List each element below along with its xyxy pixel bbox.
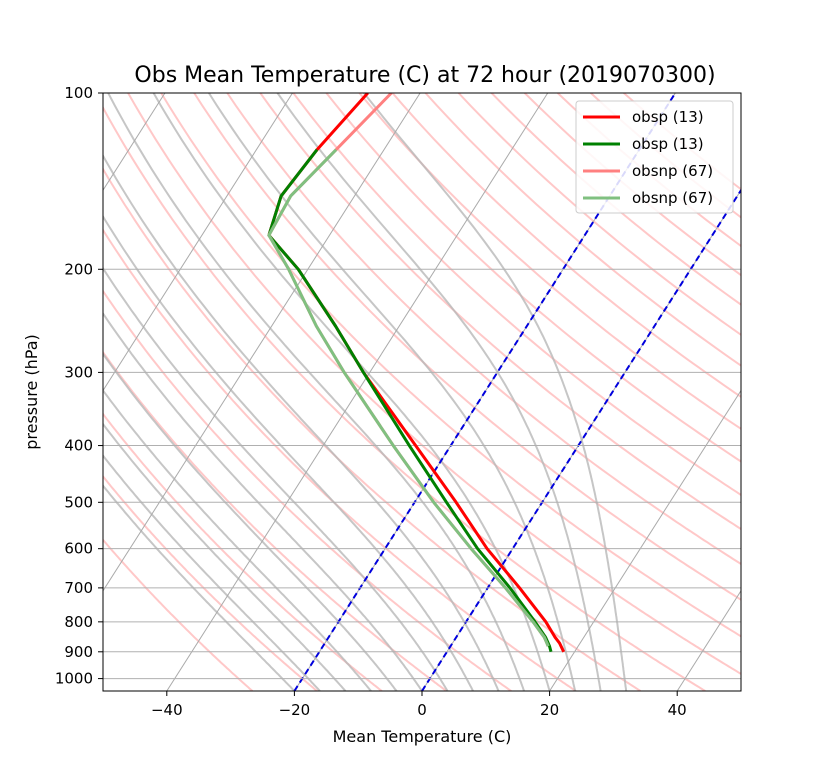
moist-adiabat — [103, 422, 347, 691]
dry-adiabat — [103, 228, 577, 691]
moist-adiabat — [103, 214, 474, 691]
moist-adiabat — [103, 266, 449, 691]
dry-adiabat — [103, 538, 254, 691]
y-tick-label: 400 — [64, 437, 93, 455]
y-tick-label: 100 — [64, 84, 93, 102]
dry-adiabat — [226, 93, 741, 566]
series-line — [267, 148, 550, 647]
legend-entry: obsp (13) — [632, 135, 704, 153]
dry-adiabat — [103, 412, 383, 691]
dry-adiabat — [391, 93, 741, 399]
moist-adiabat — [103, 311, 423, 691]
dry-adiabat — [160, 93, 741, 638]
isotherm — [103, 93, 421, 592]
dry-adiabat — [127, 93, 741, 676]
moist-adiabat — [103, 454, 321, 691]
y-axis: 100 200 300 400 500 600 700 800 900 1000 — [55, 84, 103, 688]
x-tick-label: 40 — [668, 701, 687, 719]
moist-adiabat — [103, 484, 296, 691]
dry-adiabat — [103, 474, 318, 691]
dry-adiabat — [259, 93, 741, 531]
y-tick-label: 200 — [64, 260, 93, 278]
x-tick-label: −40 — [151, 701, 183, 719]
moist-adiabat — [208, 93, 577, 691]
dry-adiabat — [325, 93, 741, 463]
moist-adiabat — [152, 93, 551, 691]
x-tick-label: −20 — [279, 701, 311, 719]
isotherm — [549, 389, 741, 691]
moist-adiabat — [276, 93, 602, 691]
dry-adiabat — [103, 289, 512, 691]
moist-adiabat — [103, 388, 372, 691]
reference-lines — [103, 93, 823, 691]
legend-box — [575, 100, 734, 214]
dry-adiabat — [292, 93, 741, 497]
moist-adiabat — [107, 93, 526, 691]
moist-adiabat — [363, 93, 628, 691]
y-tick-label: 600 — [64, 540, 93, 558]
x-tick-label: 20 — [540, 701, 559, 719]
data-series — [267, 93, 566, 653]
y-tick-label: 800 — [64, 613, 93, 631]
moist-adiabat — [103, 153, 500, 691]
legend-entry: obsnp (67) — [632, 162, 713, 180]
y-tick-label: 300 — [64, 363, 93, 381]
y-tick-label: 900 — [64, 643, 93, 661]
legend: obsp (13) obsp (13) obsnp (67) obsnp (67) — [575, 100, 734, 214]
x-axis: −40 −20 0 20 40 — [151, 691, 687, 719]
pressure-gridlines — [103, 93, 741, 680]
dry-adiabat — [103, 167, 642, 691]
mixing-ratio-line — [421, 188, 741, 691]
isotherm — [805, 93, 823, 691]
x-axis-label: Mean Temperature (C) — [333, 727, 512, 746]
isotherm — [103, 93, 293, 392]
dry-adiabat — [358, 93, 741, 431]
dry-adiabat — [103, 105, 706, 691]
dry-adiabat — [457, 93, 741, 337]
legend-entry: obsnp (67) — [632, 189, 713, 207]
y-axis-label: pressure (hPa) — [22, 334, 41, 450]
legend-entry: obsp (13) — [632, 108, 704, 126]
chart-title: Obs Mean Temperature (C) at 72 hour (201… — [134, 63, 715, 88]
x-tick-label: 0 — [417, 701, 427, 719]
moist-adiabat — [103, 352, 398, 691]
y-tick-label: 700 — [64, 579, 93, 597]
y-tick-label: 1000 — [55, 670, 93, 688]
y-tick-label: 500 — [64, 493, 93, 511]
dry-adiabat — [424, 93, 741, 367]
